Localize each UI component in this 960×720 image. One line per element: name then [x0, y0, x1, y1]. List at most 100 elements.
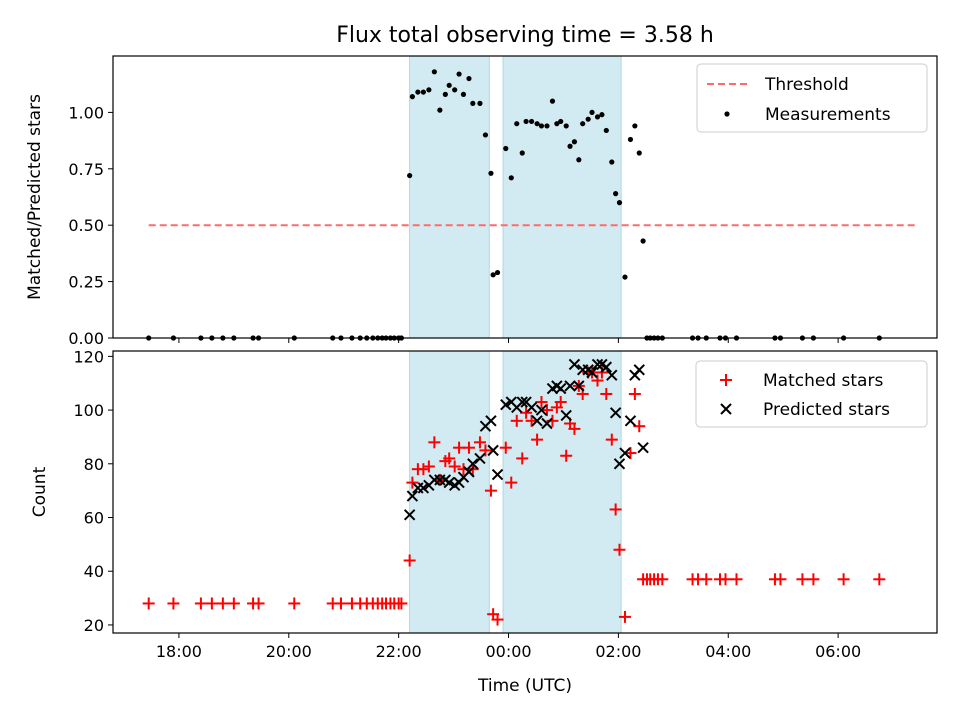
x-tick-label: 00:00 [485, 642, 531, 661]
y-tick-label: 0.75 [68, 160, 104, 179]
matched-stars-point [520, 406, 533, 419]
matched-stars-point [605, 433, 618, 446]
matched-stars-point [609, 503, 622, 516]
measurement-point [603, 127, 609, 134]
predicted-stars-point [467, 458, 479, 470]
predicted-stars-point [487, 444, 499, 457]
matched-stars-point [873, 573, 886, 586]
predicted-stars-point [564, 380, 576, 392]
matched-stars-point [288, 597, 301, 610]
predicted-stars-point [619, 447, 631, 459]
measurement-point [477, 100, 483, 106]
y-tick-label: 40 [84, 562, 104, 581]
predicted-stars-point [600, 361, 613, 373]
measurement-point [544, 123, 550, 129]
matched-stars-point [484, 484, 497, 497]
matched-stars-point [540, 404, 553, 417]
x-tick-label: 18:00 [156, 642, 202, 661]
measurement-point [456, 71, 462, 77]
matched-stars-point [403, 554, 416, 567]
legend-predicted-label: Predicted stars [763, 400, 890, 420]
matched-stars-point [227, 597, 240, 610]
measurement-point [409, 94, 415, 100]
xlabel-time: Time (UTC) [477, 676, 572, 696]
matched-stars-point [194, 597, 207, 610]
measurement-point [558, 118, 564, 125]
matched-stars-point [796, 573, 809, 586]
predicted-stars-point [613, 458, 626, 470]
measurement-point [508, 175, 514, 181]
measurement-point [549, 98, 556, 104]
measurement-point [446, 82, 452, 88]
predicted-stars-point [443, 476, 455, 489]
x-tick-label: 20:00 [266, 642, 312, 661]
matched-stars-point [443, 452, 456, 465]
matched-stars-point [618, 610, 631, 623]
measurement-point [576, 157, 582, 163]
matched-stars-point [510, 414, 523, 427]
measurement-point [616, 200, 623, 206]
measurement-point [460, 91, 467, 97]
measurement-point [627, 136, 634, 143]
matched-stars-point [613, 543, 626, 556]
measurement-point [415, 89, 421, 95]
legend-measurements-swatch [724, 111, 730, 117]
y-tick-label: 60 [84, 509, 104, 528]
measurement-point [452, 87, 458, 93]
legend-threshold-label: Threshold [764, 75, 849, 95]
measurement-point [580, 121, 586, 127]
legend-measurements-label: Measurements [765, 105, 891, 125]
legend-matched-label: Matched stars [763, 371, 883, 391]
predicted-stars-point [573, 380, 585, 392]
y-tick-label: 0.25 [68, 273, 104, 292]
matched-stars-point [628, 387, 641, 400]
measurement-point [523, 118, 529, 125]
y-tick-label: 120 [73, 347, 104, 366]
matched-stars-point [600, 387, 613, 400]
matched-stars-point [531, 433, 544, 446]
measurement-point [442, 91, 448, 97]
measurement-point [563, 123, 569, 129]
y-tick-label: 80 [84, 455, 104, 474]
matched-stars-point [428, 436, 441, 449]
panel-ratio: 0.00 0.25 0.50 0.75 1.00 Matched/Predicted s… [25, 55, 938, 348]
matched-stars-point [167, 597, 180, 610]
matched-stars-point [633, 420, 646, 433]
x-tick-label: 06:00 [815, 642, 861, 661]
measurement-point [482, 132, 489, 138]
measurement-point [420, 89, 426, 95]
measurement-point [426, 87, 432, 93]
ylabel-ratio: Matched/Predicted stars [25, 94, 45, 300]
measurement-point [494, 269, 501, 276]
matched-stars-point [560, 449, 573, 462]
matched-stars-point [462, 441, 475, 454]
matched-stars-point [624, 447, 637, 460]
legend-ratio: Threshold Measurements [696, 63, 928, 133]
measurement-point [571, 139, 578, 145]
legend-predicted-swatch [720, 403, 732, 415]
predicted-stars-point [403, 509, 416, 521]
predicted-stars-point [417, 482, 430, 494]
matched-stars-point [700, 573, 713, 586]
legend-ratio-box [696, 63, 928, 133]
matched-stars-point [473, 436, 486, 449]
measurement-point [622, 274, 628, 280]
predicted-stars-point [535, 404, 548, 416]
measurement-point [514, 121, 520, 127]
measurement-point [488, 170, 494, 176]
matched-stars-point [395, 597, 408, 610]
matched-stars-point [535, 396, 548, 409]
measurement-point [470, 100, 476, 106]
measurement-point [466, 75, 472, 82]
y-tick-label: 0.00 [68, 329, 104, 348]
matched-stars-point [730, 573, 743, 586]
measurement-point [640, 238, 646, 244]
ylabel-count: Count [30, 466, 50, 517]
matched-stars-point [837, 573, 850, 586]
measurement-point [528, 118, 535, 125]
measurement-point [534, 121, 540, 127]
chart-title: Flux total observing time = 3.58 h [336, 23, 714, 48]
predicted-stars-point [516, 396, 528, 408]
predicted-stars-point [560, 409, 572, 422]
predicted-stars-point [586, 366, 598, 379]
